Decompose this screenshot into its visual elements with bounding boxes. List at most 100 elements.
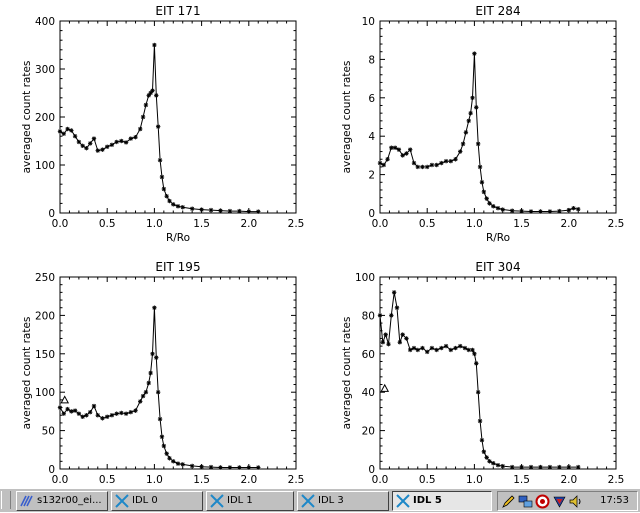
data-point [69,128,74,133]
data-point [481,189,487,195]
y-tick-label: 8 [368,54,375,66]
data-point [91,136,97,141]
x-tick-label: 1.5 [193,474,210,486]
data-point [180,462,185,467]
data-point [237,465,242,470]
data-point [189,463,195,469]
data-point [157,158,163,163]
data-point [448,158,453,164]
data-point [475,390,481,395]
data-point [439,160,444,166]
data-point [479,438,485,443]
data-point [72,408,78,413]
data-point [466,347,471,353]
shield-icon[interactable] [552,494,567,509]
volume-icon[interactable] [568,494,583,509]
data-point [199,464,204,469]
chart-panel-4: EIT 304 0.0 0.5 1.0 1.5 2.0 2.5 0 20 40 60 80 100 ave… [341,260,624,486]
data-point [411,345,417,351]
data-point [519,464,524,470]
chart-panel-1: EIT 171 0.0 0.5 1.0 1.5 2.0 2.5 0 100 200 300 400 av… [21,4,304,244]
data-point [576,206,581,212]
data-point [479,180,485,185]
data-point [100,416,105,421]
taskbar-button-idl-5[interactable]: IDL 5 [392,491,492,511]
y-tick-label: 200 [35,310,55,322]
data-point [95,148,100,153]
data-point [420,345,425,351]
y-tick-label: 150 [35,349,55,361]
data-point [246,465,251,470]
data-point [377,313,383,318]
data-point [175,204,181,209]
data-point [100,147,105,152]
data-point [119,410,124,416]
data-point [148,370,153,376]
record-icon[interactable] [535,494,550,509]
data-point [383,332,388,337]
data-point [463,130,469,135]
data-point [470,347,475,353]
pen-icon[interactable] [501,494,516,509]
plot-frame [379,276,617,470]
data-point [495,462,501,468]
data-point [128,136,133,141]
y-tick-label: 10 [362,16,375,28]
x-tick-label: 2.0 [560,218,577,230]
taskbar-button-s132r00[interactable]: s132r00_ei... [16,491,108,511]
data-point [425,164,430,170]
data-point [458,149,463,154]
network-icon[interactable] [518,494,533,509]
data-point [474,105,479,110]
data-point [150,88,155,93]
data-point [152,42,157,48]
data-point [547,209,553,214]
taskbar: s132r00_ei... IDL 0 IDL 1 IDL 3 IDL 5 [0,488,640,512]
data-point [146,380,151,386]
y-tick-label: 40 [362,387,375,399]
x-axis-label: R/Ro [486,232,510,244]
data-point [408,147,413,152]
taskbar-button-idl-3[interactable]: IDL 3 [297,491,389,511]
data-point [171,202,176,207]
data-point [84,413,89,418]
y-tick-label: 2 [368,170,375,182]
x-tick-label: 2.5 [608,218,625,230]
data-point [218,465,223,470]
data-point [152,305,157,310]
taskbar-button-label: s132r00_ei... [37,495,102,506]
data-point [105,144,110,149]
data-point [477,164,483,170]
idl-window-icon [115,494,129,508]
data-point [123,140,129,145]
x-tick-label: 2.0 [240,474,257,486]
data-point [392,145,398,150]
data-point [443,343,449,349]
data-point [61,131,66,136]
x-tick-label: 2.0 [240,218,257,230]
chart-title: EIT 304 [475,260,520,274]
y-tick-label: 100 [35,387,55,399]
x-tick-label: 1.0 [146,218,163,230]
x-tick-label: 0.5 [419,218,436,230]
data-point [133,408,138,413]
data-point [143,390,149,395]
taskbar-button-label: IDL 0 [132,495,158,506]
taskbar-button-idl-1[interactable]: IDL 1 [206,491,294,511]
data-point [389,313,394,318]
taskbar-button-idl-0[interactable]: IDL 0 [111,491,203,511]
data-point [389,145,394,150]
data-point [391,290,397,295]
x-axis-label: R/Ro [166,232,190,244]
data-point [88,409,93,415]
data-point [161,443,167,449]
triangle-marker [60,395,70,404]
data-point [155,390,161,395]
data-point [189,206,195,211]
data-point [400,332,405,337]
data-point [487,459,492,464]
data-point [140,114,146,120]
data-point [154,355,159,360]
data-point [576,464,581,470]
